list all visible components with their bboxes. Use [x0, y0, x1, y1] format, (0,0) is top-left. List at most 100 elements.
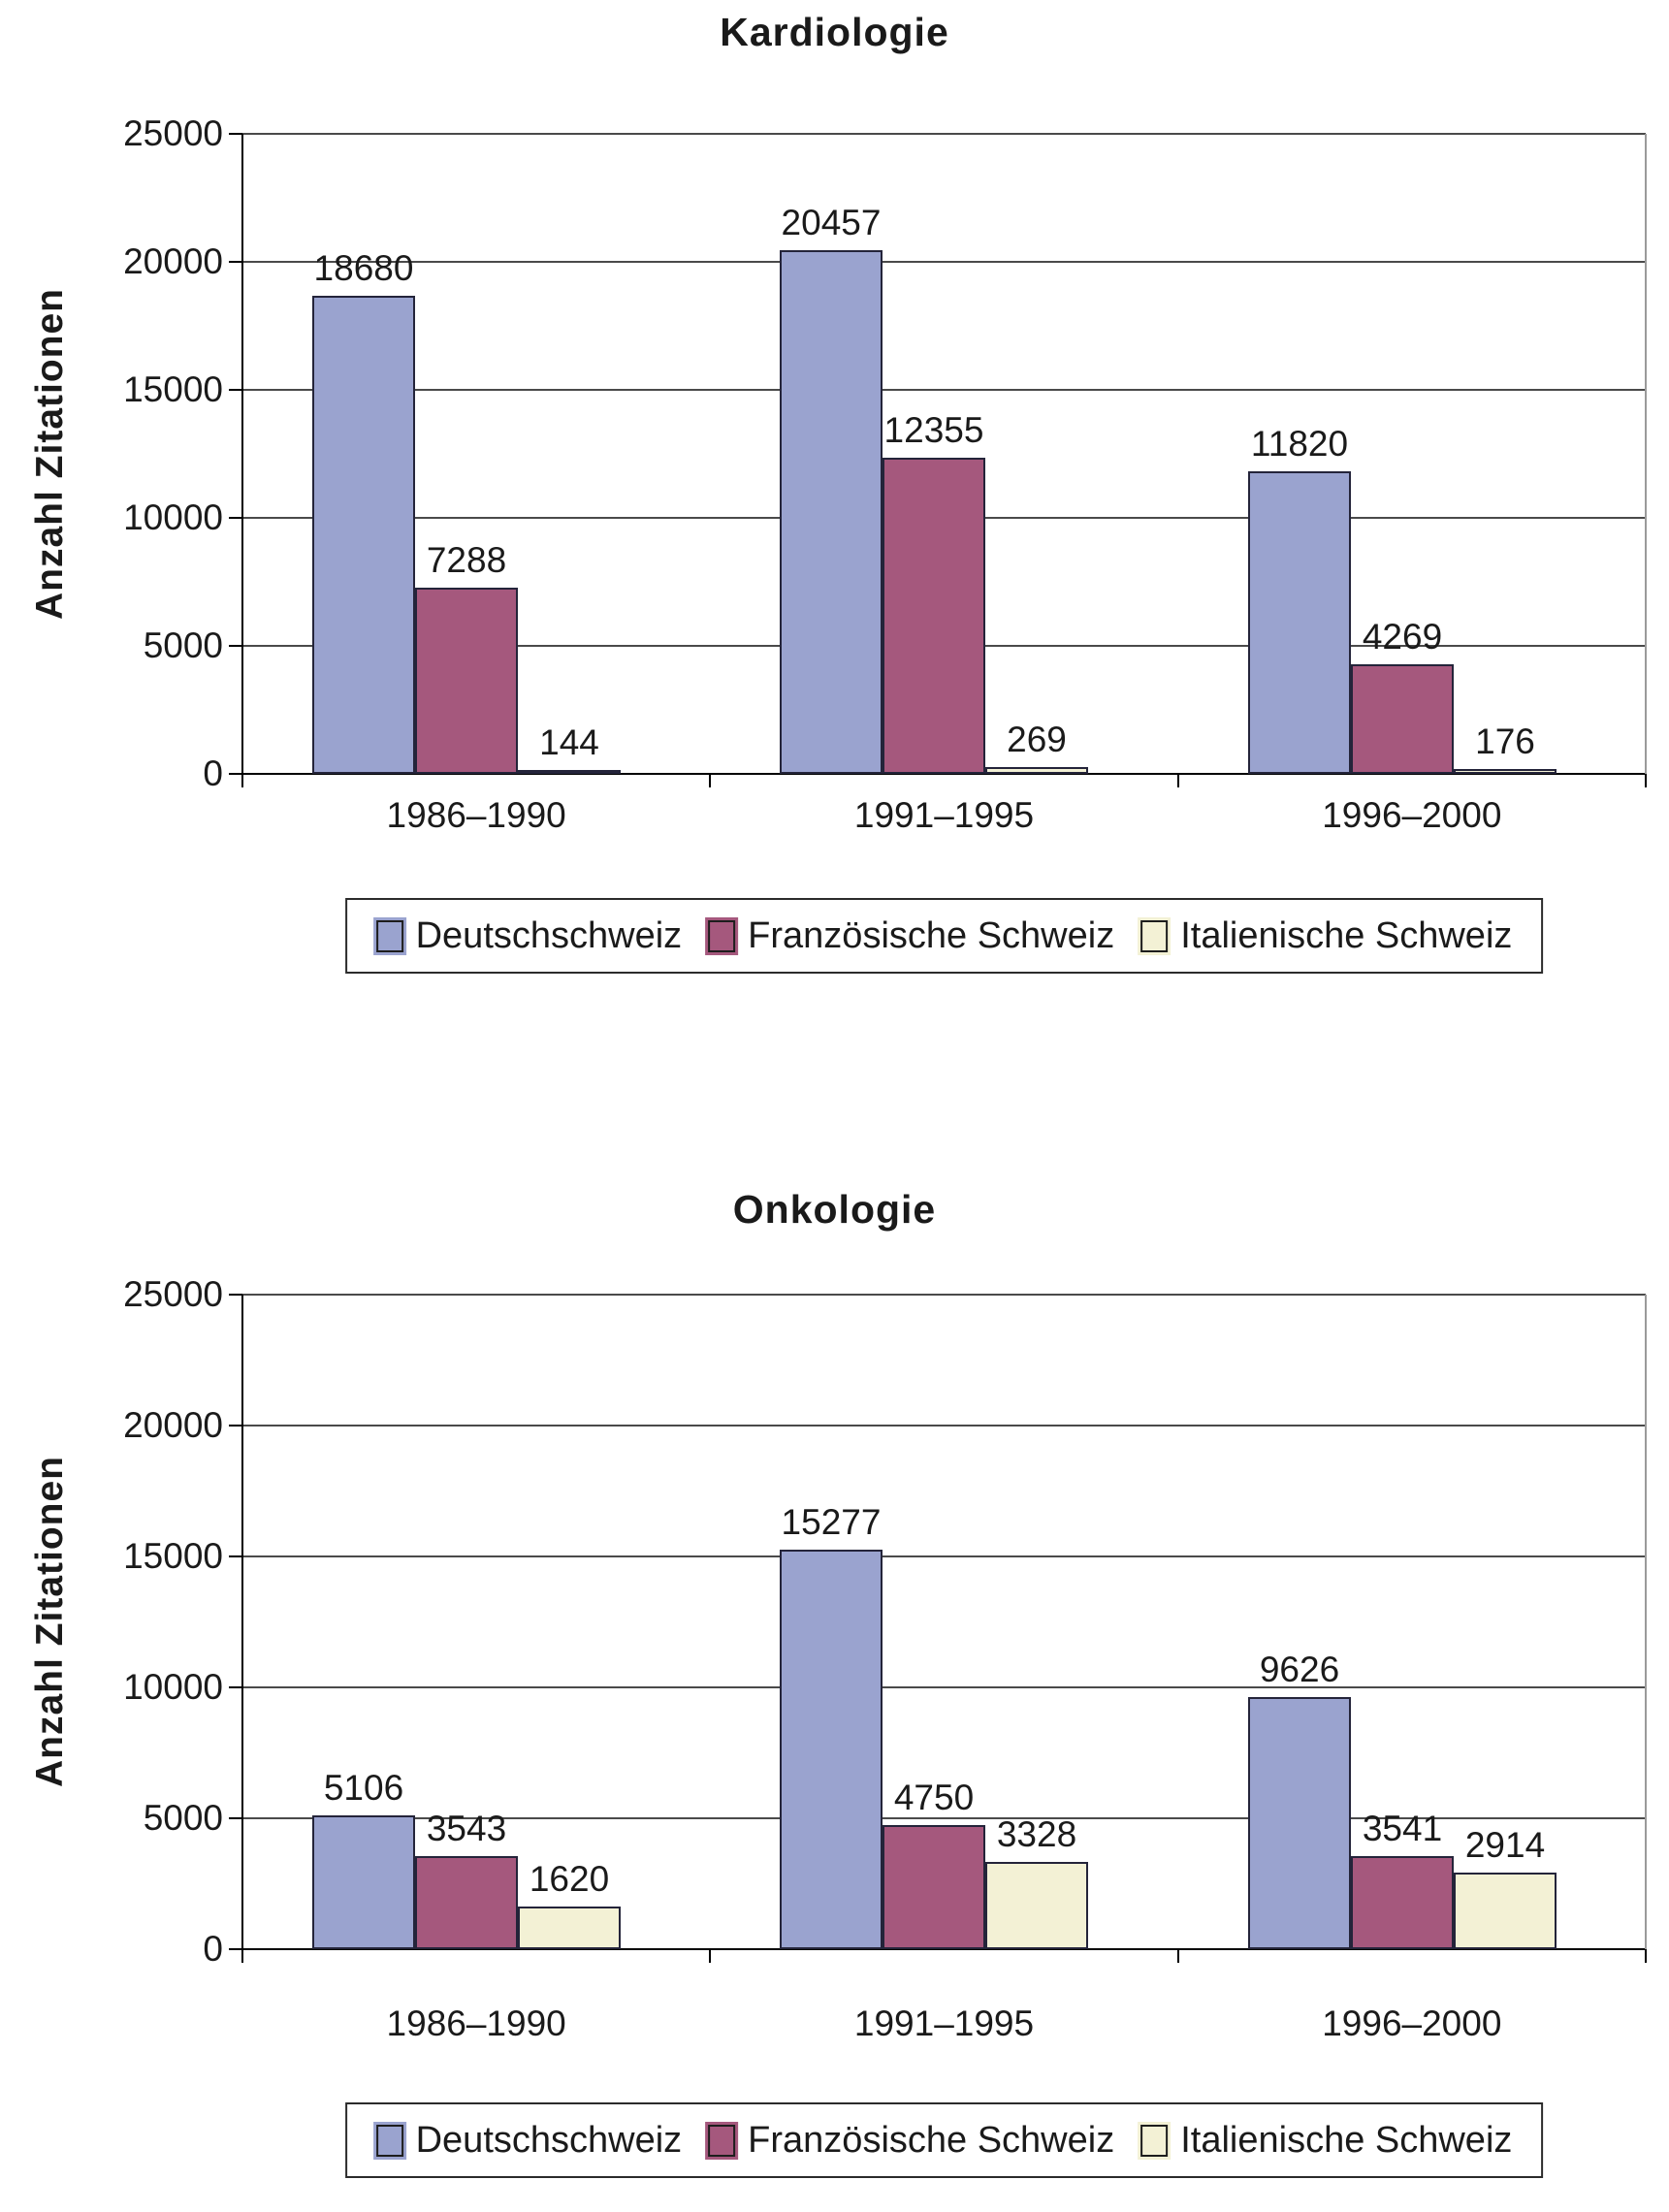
y-axis-line — [241, 1295, 243, 1963]
bar-franz-sische-schweiz — [415, 588, 518, 774]
y-tick-label: 20000 — [123, 241, 223, 281]
gridline — [242, 1294, 1646, 1296]
legend-swatch-italienische-schweiz — [1140, 2124, 1169, 2157]
bar-italienische-schweiz — [1454, 1873, 1557, 1949]
y-axis-title: Anzahl Zitationen — [29, 1456, 71, 1787]
y-axis-tick — [229, 1686, 242, 1688]
x-category-label: 1986–1990 — [386, 2004, 566, 2043]
bar-franz-sische-schweiz — [1351, 664, 1454, 774]
x-category-label: 1991–1995 — [853, 795, 1035, 835]
bar-deutschschweiz — [312, 1815, 415, 1949]
gridline — [242, 261, 1646, 263]
y-tick-label: 15000 — [123, 1536, 223, 1576]
bar-deutschschweiz — [312, 296, 415, 774]
legend: Deutschschweiz Französische Schweiz Italie… — [344, 2102, 1544, 2178]
legend-item: Deutschschweiz — [375, 913, 683, 959]
gridline — [242, 1425, 1646, 1427]
bar-italienische-schweiz — [518, 770, 621, 774]
legend-item: Italienische Schweiz — [1140, 2117, 1512, 2164]
bar-deutschschweiz — [780, 1550, 883, 1949]
gridline — [242, 133, 1646, 135]
legend-item: Deutschschweiz — [375, 2117, 683, 2164]
x-axis-tick — [1176, 1949, 1179, 1963]
gridline — [242, 389, 1646, 391]
legend-swatch-italienische-schweiz — [1140, 919, 1169, 952]
bar-italienische-schweiz — [985, 1862, 1088, 1949]
x-axis-tick — [1645, 774, 1647, 787]
y-axis-line — [241, 134, 243, 787]
bar-value-label: 9626 — [1259, 1650, 1340, 1689]
legend-item: Französische Schweiz — [708, 913, 1114, 959]
bar-italienische-schweiz — [985, 767, 1088, 774]
bar-value-label: 18680 — [313, 248, 414, 288]
bar-deutschschweiz — [780, 250, 883, 774]
y-tick-label: 15000 — [123, 369, 223, 409]
chart-title: Onkologie — [732, 1187, 937, 1232]
y-tick-label: 25000 — [123, 1274, 223, 1314]
y-axis-tick — [229, 1948, 242, 1950]
bar-value-label: 7288 — [426, 540, 507, 580]
bar-value-label: 269 — [1007, 720, 1067, 759]
legend-label: Deutschschweiz — [415, 2120, 683, 2161]
y-axis-tick — [229, 1294, 242, 1296]
gridline — [242, 1686, 1646, 1688]
gridline — [242, 773, 1646, 775]
x-axis-tick — [1176, 774, 1179, 787]
gridline — [242, 1948, 1646, 1950]
bar-value-label: 15277 — [781, 1502, 882, 1542]
x-category-label: 1986–1990 — [386, 795, 566, 835]
legend-label: Deutschschweiz — [415, 915, 683, 956]
bar-franz-sische-schweiz — [415, 1856, 518, 1949]
y-axis-tick — [229, 1555, 242, 1557]
bar-value-label: 2914 — [1464, 1825, 1546, 1865]
bar-value-label: 20457 — [781, 203, 882, 242]
bar-value-label: 5106 — [323, 1768, 404, 1808]
legend-swatch-deutschschweiz — [375, 2124, 403, 2157]
legend-swatch-franz-sische-schweiz — [708, 2124, 736, 2157]
legend-swatch-franz-sische-schweiz — [708, 919, 736, 952]
bar-value-label: 1620 — [529, 1859, 610, 1899]
legend-label: Italienische Schweiz — [1180, 915, 1513, 956]
x-category-label: 1996–2000 — [1322, 2004, 1502, 2043]
x-axis-tick — [709, 774, 712, 787]
legend-item: Französische Schweiz — [708, 2117, 1114, 2164]
bar-deutschschweiz — [1248, 1697, 1351, 1949]
bar-value-label: 3328 — [996, 1814, 1077, 1854]
x-axis-tick — [709, 1949, 712, 1963]
y-axis-tick — [229, 1425, 242, 1427]
legend: Deutschschweiz Französische Schweiz Italie… — [344, 898, 1544, 974]
y-axis-title: Anzahl Zitationen — [29, 288, 71, 620]
bar-value-label: 4269 — [1362, 617, 1443, 657]
y-tick-label: 10000 — [123, 497, 223, 537]
gridline — [242, 1555, 1646, 1557]
bar-value-label: 144 — [539, 722, 599, 762]
bar-franz-sische-schweiz — [1351, 1856, 1454, 1949]
bar-italienische-schweiz — [518, 1907, 621, 1949]
y-axis-tick — [229, 261, 242, 263]
y-tick-label: 25000 — [123, 113, 223, 153]
y-axis-tick — [229, 773, 242, 775]
bar-franz-sische-schweiz — [883, 458, 985, 774]
legend-item: Italienische Schweiz — [1140, 913, 1512, 959]
y-tick-label: 10000 — [123, 1667, 223, 1707]
y-tick-label: 0 — [203, 753, 223, 793]
y-axis-tick — [229, 133, 242, 135]
x-axis-tick — [1645, 1949, 1647, 1963]
y-axis-tick — [229, 389, 242, 391]
y-tick-label: 0 — [203, 1929, 223, 1969]
bar-value-label: 176 — [1475, 721, 1535, 761]
legend-label: Italienische Schweiz — [1180, 2120, 1513, 2161]
legend-swatch-deutschschweiz — [375, 919, 403, 952]
x-category-label: 1996–2000 — [1322, 795, 1502, 835]
x-category-label: 1991–1995 — [853, 2004, 1035, 2043]
y-tick-label: 5000 — [143, 625, 223, 665]
y-tick-label: 5000 — [143, 1798, 223, 1838]
gridline — [242, 1817, 1646, 1819]
bar-value-label: 11820 — [1250, 424, 1349, 464]
y-tick-label: 20000 — [123, 1405, 223, 1445]
bar-value-label: 4750 — [893, 1778, 975, 1817]
bar-franz-sische-schweiz — [883, 1825, 985, 1949]
chart-title: Kardiologie — [720, 10, 949, 54]
bar-deutschschweiz — [1248, 471, 1351, 774]
